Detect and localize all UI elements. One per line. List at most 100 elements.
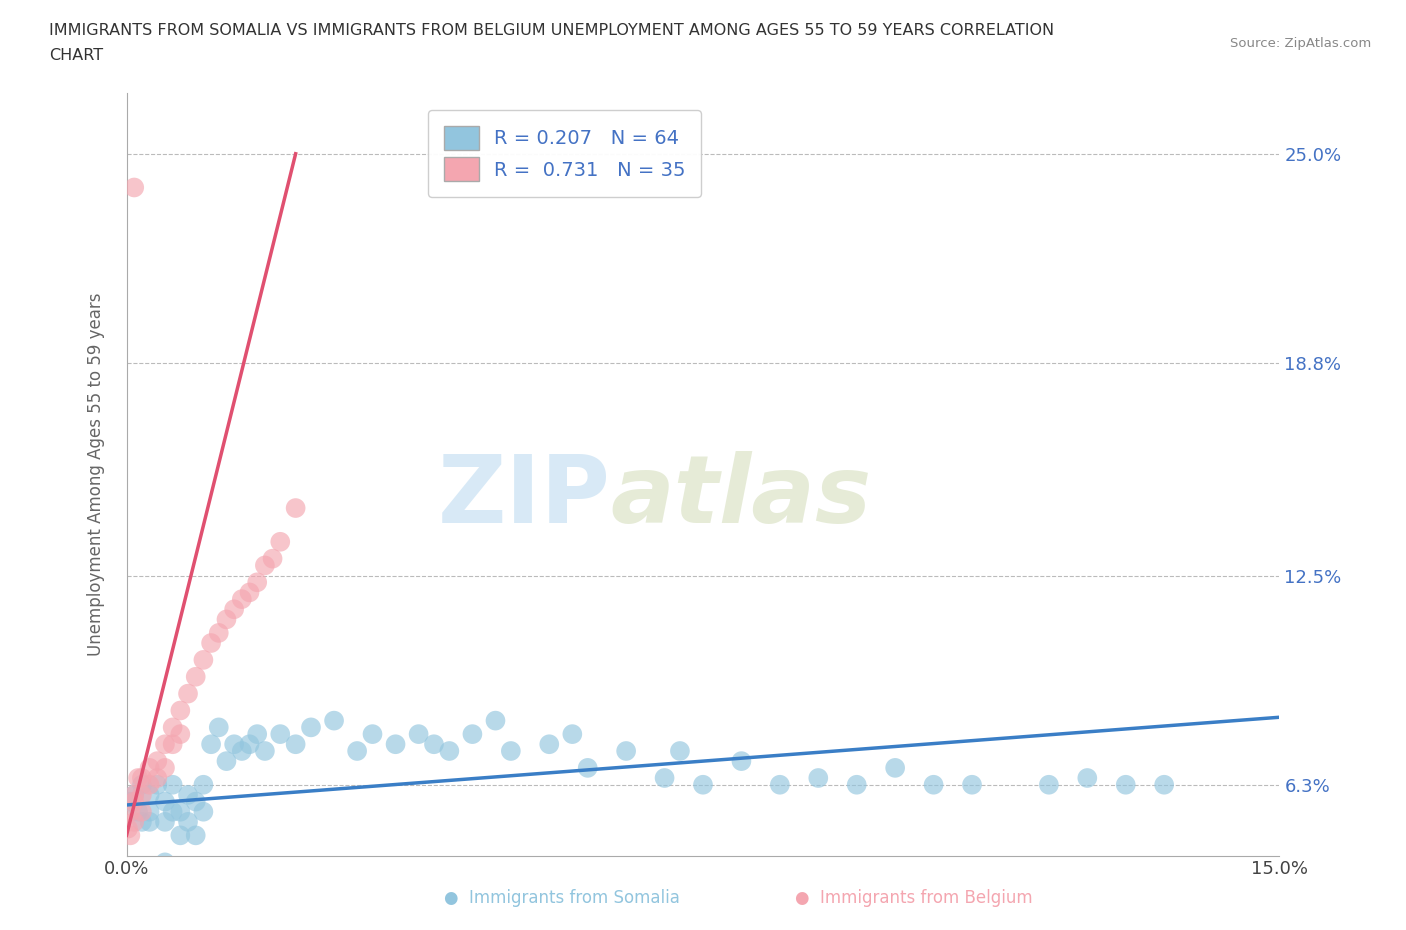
Point xyxy=(224,737,246,751)
Text: CHART: CHART xyxy=(49,48,103,63)
Y-axis label: Unemployment Among Ages 55 to 59 years: Unemployment Among Ages 55 to 59 years xyxy=(87,293,105,656)
Point xyxy=(576,761,599,776)
Point xyxy=(922,777,945,792)
Point xyxy=(769,777,792,792)
Point xyxy=(215,753,238,768)
Point xyxy=(561,726,583,741)
Point xyxy=(845,777,868,792)
Point xyxy=(499,744,522,759)
Text: Source: ZipAtlas.com: Source: ZipAtlas.com xyxy=(1230,37,1371,50)
Point xyxy=(262,551,284,566)
Point xyxy=(120,804,142,819)
Point xyxy=(153,855,176,870)
Point xyxy=(146,771,169,786)
Point xyxy=(127,804,149,819)
Point xyxy=(131,771,153,786)
Point xyxy=(215,612,238,627)
Point xyxy=(117,821,139,836)
Point xyxy=(231,744,253,759)
Point xyxy=(122,180,145,195)
Point xyxy=(224,602,246,617)
Point xyxy=(200,737,222,751)
Point xyxy=(131,788,153,803)
Point xyxy=(669,744,692,759)
Point xyxy=(461,726,484,741)
Point xyxy=(1076,771,1098,786)
Point xyxy=(162,804,184,819)
Point xyxy=(169,804,191,819)
Point xyxy=(1115,777,1137,792)
Point xyxy=(120,794,142,809)
Point xyxy=(122,794,145,809)
Point xyxy=(193,777,215,792)
Point xyxy=(138,788,160,803)
Point xyxy=(122,788,145,803)
Point xyxy=(484,713,506,728)
Point xyxy=(138,815,160,830)
Point xyxy=(361,726,384,741)
Point xyxy=(193,653,215,668)
Point xyxy=(169,726,191,741)
Text: ●  Immigrants from Belgium: ● Immigrants from Belgium xyxy=(794,889,1033,907)
Point xyxy=(323,713,346,728)
Point xyxy=(614,744,637,759)
Point xyxy=(184,670,207,684)
Point xyxy=(231,871,253,886)
Point xyxy=(231,591,253,606)
Point xyxy=(299,720,322,735)
Point xyxy=(246,726,269,741)
Point xyxy=(153,737,176,751)
Point xyxy=(169,703,191,718)
Point xyxy=(146,777,169,792)
Point xyxy=(138,804,160,819)
Point xyxy=(153,815,176,830)
Point xyxy=(439,744,461,759)
Point xyxy=(807,771,830,786)
Point xyxy=(127,771,149,786)
Point xyxy=(131,777,153,792)
Point xyxy=(384,737,406,751)
Point xyxy=(193,804,215,819)
Point xyxy=(200,635,222,650)
Point xyxy=(346,744,368,759)
Point xyxy=(423,737,446,751)
Point xyxy=(120,828,142,843)
Point xyxy=(408,726,430,741)
Point xyxy=(153,761,176,776)
Point xyxy=(122,815,145,830)
Point xyxy=(238,585,260,600)
Point xyxy=(1153,777,1175,792)
Point xyxy=(146,753,169,768)
Point xyxy=(253,744,276,759)
Point xyxy=(131,871,153,886)
Point xyxy=(177,815,200,830)
Point xyxy=(122,788,145,803)
Text: atlas: atlas xyxy=(610,451,872,543)
Point xyxy=(238,737,260,751)
Point xyxy=(208,626,231,641)
Point xyxy=(269,535,291,550)
Text: ●  Immigrants from Somalia: ● Immigrants from Somalia xyxy=(444,889,681,907)
Point xyxy=(253,558,276,573)
Point xyxy=(131,815,153,830)
Point xyxy=(284,737,307,751)
Point xyxy=(177,788,200,803)
Point xyxy=(131,804,153,819)
Point xyxy=(884,761,907,776)
Point xyxy=(654,771,676,786)
Point xyxy=(184,828,207,843)
Point xyxy=(208,720,231,735)
Legend: R = 0.207   N = 64, R =  0.731   N = 35: R = 0.207 N = 64, R = 0.731 N = 35 xyxy=(427,111,702,196)
Point xyxy=(193,862,215,877)
Point xyxy=(730,753,752,768)
Point xyxy=(162,720,184,735)
Point xyxy=(162,777,184,792)
Point xyxy=(184,794,207,809)
Point xyxy=(177,686,200,701)
Text: IMMIGRANTS FROM SOMALIA VS IMMIGRANTS FROM BELGIUM UNEMPLOYMENT AMONG AGES 55 TO: IMMIGRANTS FROM SOMALIA VS IMMIGRANTS FR… xyxy=(49,23,1054,38)
Point xyxy=(153,794,176,809)
Point xyxy=(138,777,160,792)
Point xyxy=(284,500,307,515)
Point xyxy=(960,777,983,792)
Text: ZIP: ZIP xyxy=(437,451,610,543)
